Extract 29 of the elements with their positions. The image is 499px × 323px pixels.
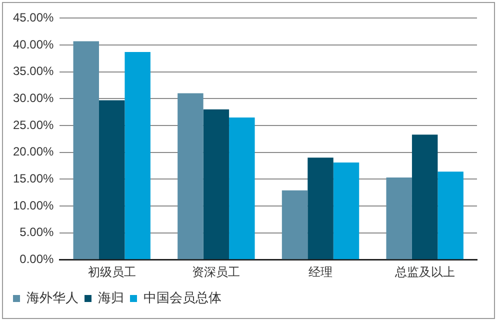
y-tick-label: 20.00% — [12, 144, 54, 159]
bar — [438, 172, 464, 260]
bar — [386, 178, 412, 260]
bar — [308, 158, 334, 260]
y-tick-label: 30.00% — [12, 90, 54, 105]
x-tick-label: 总监及以上 — [394, 264, 455, 279]
y-tick-label: 25.00% — [12, 118, 54, 132]
y-tick-label: 0.00% — [20, 252, 54, 266]
bar — [73, 41, 99, 260]
x-tick-label: 经理 — [308, 264, 333, 279]
bar — [282, 190, 308, 260]
bar — [178, 93, 204, 260]
x-tick-label: 初级员工 — [88, 264, 136, 279]
legend-label: 海归 — [98, 290, 124, 306]
y-tick-label: 10.00% — [12, 198, 54, 212]
legend-label: 中国会员总体 — [144, 290, 222, 306]
bar — [412, 134, 438, 260]
bar — [203, 109, 230, 260]
legend-label: 海外华人 — [26, 290, 78, 306]
x-tick-label: 资深员工 — [192, 264, 240, 279]
y-tick-label: 5.00% — [20, 225, 54, 240]
y-tick-label: 35.00% — [12, 64, 54, 78]
bar — [124, 52, 150, 260]
bar — [333, 162, 360, 260]
bar — [229, 117, 255, 260]
y-tick-label: 15.00% — [12, 171, 54, 186]
y-tick-label: 40.00% — [12, 37, 54, 52]
y-tick-label: 45.00% — [12, 10, 54, 25]
bar — [98, 100, 125, 260]
